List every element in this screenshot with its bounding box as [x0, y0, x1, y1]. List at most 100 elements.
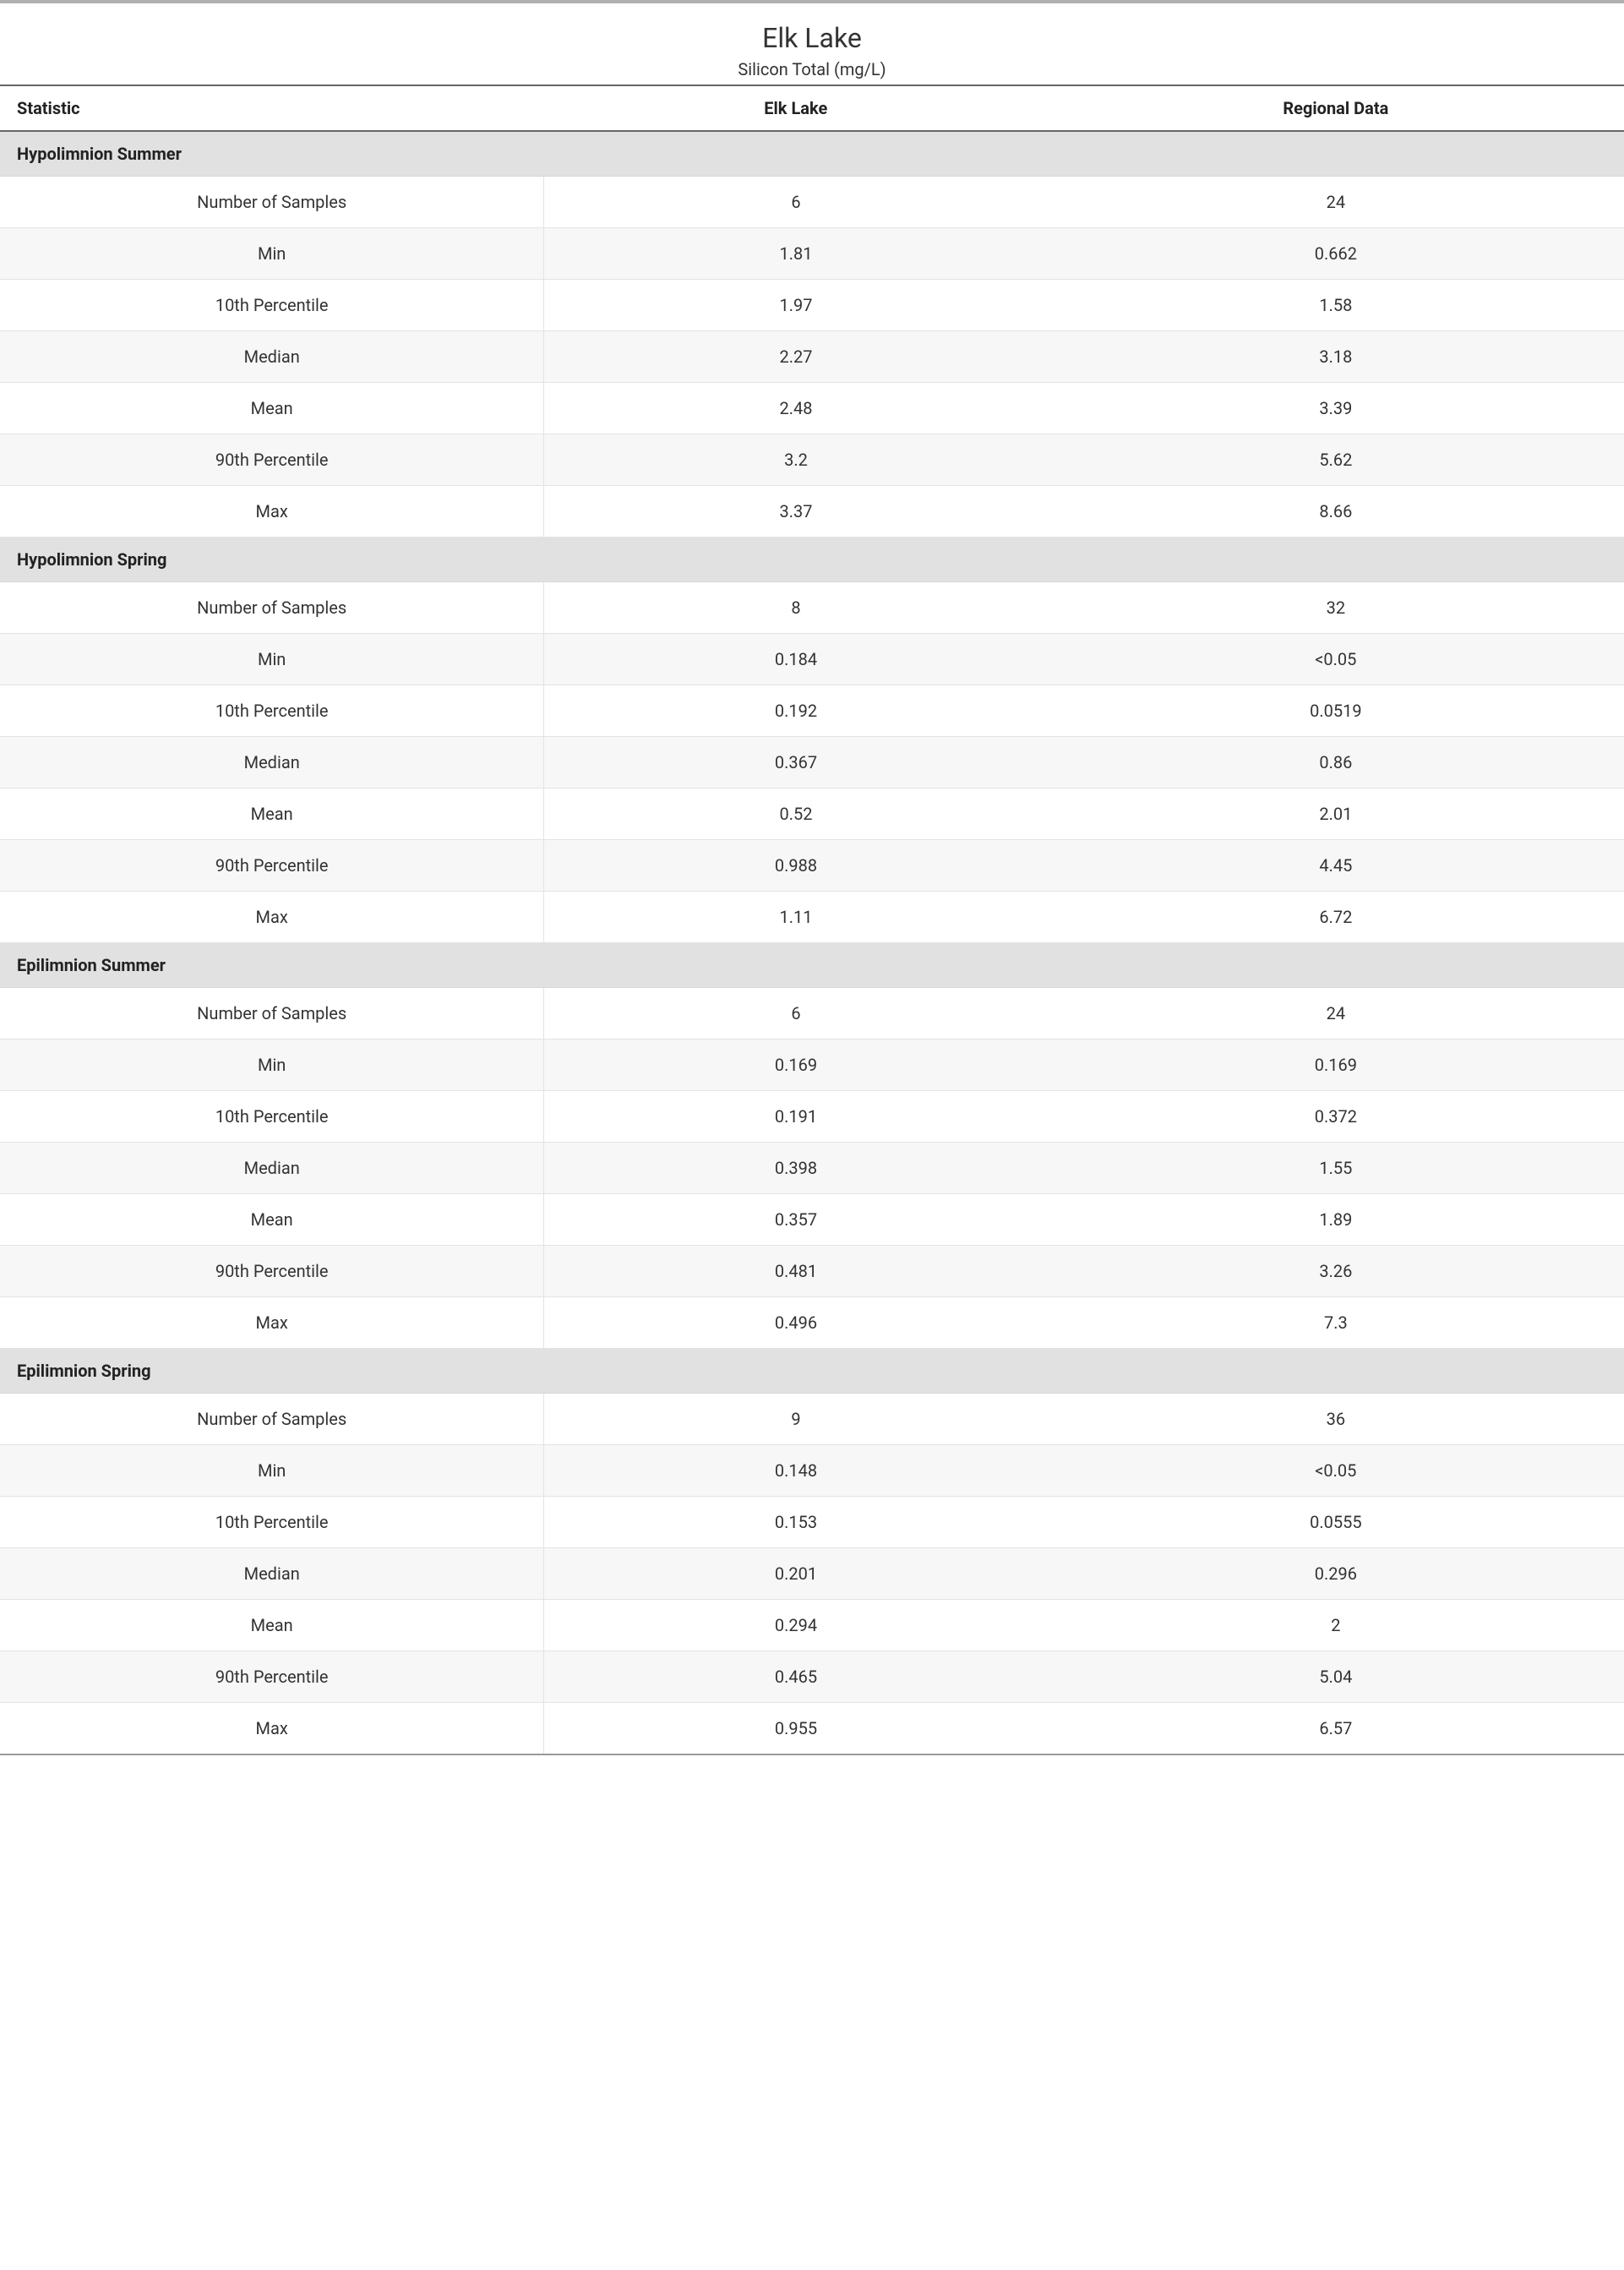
site-value: 0.357	[544, 1194, 1048, 1246]
table-row: 10th Percentile0.1530.0555	[0, 1497, 1624, 1548]
regional-value: 0.0555	[1048, 1497, 1624, 1548]
table-row: 10th Percentile1.971.58	[0, 280, 1624, 331]
table-row: 90th Percentile0.4655.04	[0, 1651, 1624, 1703]
site-value: 0.398	[544, 1143, 1048, 1194]
stat-label: Mean	[0, 1194, 544, 1246]
stat-label: Number of Samples	[0, 988, 544, 1040]
regional-value: 0.372	[1048, 1091, 1624, 1143]
table-row: 10th Percentile0.1910.372	[0, 1091, 1624, 1143]
stat-label: Max	[0, 1703, 544, 1755]
report-title: Elk Lake	[0, 22, 1624, 54]
regional-value: 3.39	[1048, 383, 1624, 434]
section-header-label: Epilimnion Summer	[0, 943, 1624, 988]
stat-label: Max	[0, 1297, 544, 1349]
regional-value: <0.05	[1048, 634, 1624, 685]
report-subtitle: Silicon Total (mg/L)	[0, 59, 1624, 79]
col-header-site: Elk Lake	[544, 85, 1048, 131]
stats-table: Statistic Elk Lake Regional Data Hypolim…	[0, 85, 1624, 1755]
section-header-row: Epilimnion Summer	[0, 943, 1624, 988]
section-header-row: Epilimnion Spring	[0, 1349, 1624, 1394]
stat-label: 90th Percentile	[0, 840, 544, 892]
site-value: 8	[544, 582, 1048, 634]
site-value: 0.153	[544, 1497, 1048, 1548]
section-header-row: Hypolimnion Spring	[0, 537, 1624, 582]
table-row: Max1.116.72	[0, 892, 1624, 943]
regional-value: 2.01	[1048, 788, 1624, 840]
stat-label: 90th Percentile	[0, 1246, 544, 1297]
stat-label: 90th Percentile	[0, 434, 544, 486]
regional-value: 3.26	[1048, 1246, 1624, 1297]
table-row: Median0.2010.296	[0, 1548, 1624, 1600]
stat-label: Max	[0, 486, 544, 537]
table-row: Mean0.2942	[0, 1600, 1624, 1651]
table-row: Number of Samples624	[0, 177, 1624, 228]
regional-value: 6.72	[1048, 892, 1624, 943]
regional-value: 0.86	[1048, 737, 1624, 788]
stat-label: Mean	[0, 1600, 544, 1651]
site-value: 3.2	[544, 434, 1048, 486]
regional-value: 36	[1048, 1394, 1624, 1445]
regional-value: 1.55	[1048, 1143, 1624, 1194]
site-value: 1.97	[544, 280, 1048, 331]
stat-label: Mean	[0, 383, 544, 434]
stat-label: Number of Samples	[0, 177, 544, 228]
table-row: 10th Percentile0.1920.0519	[0, 685, 1624, 737]
site-value: 6	[544, 988, 1048, 1040]
table-row: Min0.184<0.05	[0, 634, 1624, 685]
site-value: 0.481	[544, 1246, 1048, 1297]
stat-label: Number of Samples	[0, 582, 544, 634]
stat-label: 90th Percentile	[0, 1651, 544, 1703]
section-header-label: Hypolimnion Spring	[0, 537, 1624, 582]
regional-value: 5.62	[1048, 434, 1624, 486]
regional-value: <0.05	[1048, 1445, 1624, 1497]
table-row: Median2.273.18	[0, 331, 1624, 383]
site-value: 1.11	[544, 892, 1048, 943]
regional-value: 3.18	[1048, 331, 1624, 383]
site-value: 0.148	[544, 1445, 1048, 1497]
table-row: Min0.148<0.05	[0, 1445, 1624, 1497]
table-row: Median0.3981.55	[0, 1143, 1624, 1194]
site-value: 0.169	[544, 1040, 1048, 1091]
table-row: 90th Percentile0.4813.26	[0, 1246, 1624, 1297]
stat-label: 10th Percentile	[0, 1091, 544, 1143]
site-value: 0.52	[544, 788, 1048, 840]
regional-value: 0.296	[1048, 1548, 1624, 1600]
stat-label: Mean	[0, 788, 544, 840]
site-value: 0.192	[544, 685, 1048, 737]
site-value: 0.988	[544, 840, 1048, 892]
stat-label: Min	[0, 228, 544, 280]
regional-value: 1.89	[1048, 1194, 1624, 1246]
table-row: 90th Percentile3.25.62	[0, 434, 1624, 486]
report-container: Elk Lake Silicon Total (mg/L) Statistic …	[0, 0, 1624, 1755]
site-value: 0.201	[544, 1548, 1048, 1600]
table-row: Max0.4967.3	[0, 1297, 1624, 1349]
table-row: Max0.9556.57	[0, 1703, 1624, 1755]
regional-value: 0.0519	[1048, 685, 1624, 737]
stat-label: Median	[0, 737, 544, 788]
section-header-label: Epilimnion Spring	[0, 1349, 1624, 1394]
regional-value: 0.169	[1048, 1040, 1624, 1091]
site-value: 0.496	[544, 1297, 1048, 1349]
regional-value: 4.45	[1048, 840, 1624, 892]
regional-value: 24	[1048, 988, 1624, 1040]
title-block: Elk Lake Silicon Total (mg/L)	[0, 3, 1624, 85]
site-value: 2.48	[544, 383, 1048, 434]
table-row: Mean0.522.01	[0, 788, 1624, 840]
stat-label: Min	[0, 1040, 544, 1091]
site-value: 0.465	[544, 1651, 1048, 1703]
regional-value: 1.58	[1048, 280, 1624, 331]
site-value: 6	[544, 177, 1048, 228]
stat-label: Min	[0, 1445, 544, 1497]
section-header-label: Hypolimnion Summer	[0, 131, 1624, 177]
table-row: Number of Samples624	[0, 988, 1624, 1040]
stat-label: 10th Percentile	[0, 1497, 544, 1548]
stat-label: Median	[0, 1548, 544, 1600]
regional-value: 2	[1048, 1600, 1624, 1651]
site-value: 0.184	[544, 634, 1048, 685]
table-row: Max3.378.66	[0, 486, 1624, 537]
site-value: 9	[544, 1394, 1048, 1445]
table-row: Min0.1690.169	[0, 1040, 1624, 1091]
regional-value: 5.04	[1048, 1651, 1624, 1703]
site-value: 3.37	[544, 486, 1048, 537]
stat-label: Number of Samples	[0, 1394, 544, 1445]
